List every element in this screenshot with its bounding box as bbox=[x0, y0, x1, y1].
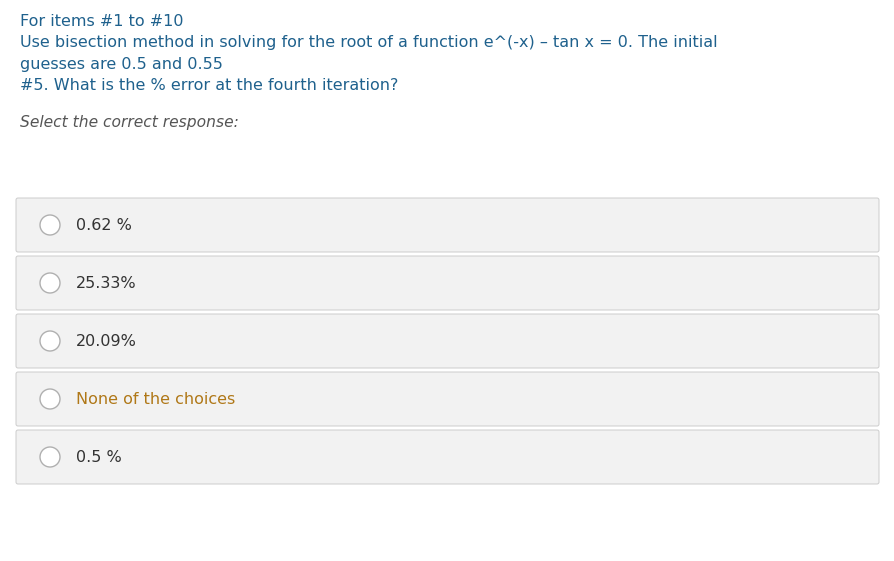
FancyBboxPatch shape bbox=[16, 372, 878, 426]
Text: 0.62 %: 0.62 % bbox=[76, 218, 131, 232]
Circle shape bbox=[40, 273, 60, 293]
Text: guesses are 0.5 and 0.55: guesses are 0.5 and 0.55 bbox=[20, 57, 223, 72]
Text: For items #1 to #10: For items #1 to #10 bbox=[20, 14, 183, 29]
FancyBboxPatch shape bbox=[16, 198, 878, 252]
Text: 20.09%: 20.09% bbox=[76, 333, 137, 348]
FancyBboxPatch shape bbox=[16, 256, 878, 310]
Text: None of the choices: None of the choices bbox=[76, 392, 235, 407]
Text: Select the correct response:: Select the correct response: bbox=[20, 115, 239, 130]
Circle shape bbox=[40, 389, 60, 409]
Text: #5. What is the % error at the fourth iteration?: #5. What is the % error at the fourth it… bbox=[20, 78, 398, 93]
FancyBboxPatch shape bbox=[16, 314, 878, 368]
Circle shape bbox=[40, 447, 60, 467]
Circle shape bbox=[40, 215, 60, 235]
Text: 25.33%: 25.33% bbox=[76, 275, 137, 291]
Circle shape bbox=[40, 331, 60, 351]
Text: Use bisection method in solving for the root of a function e^(-x) – tan x = 0. T: Use bisection method in solving for the … bbox=[20, 35, 717, 50]
FancyBboxPatch shape bbox=[16, 430, 878, 484]
Text: 0.5 %: 0.5 % bbox=[76, 449, 122, 465]
